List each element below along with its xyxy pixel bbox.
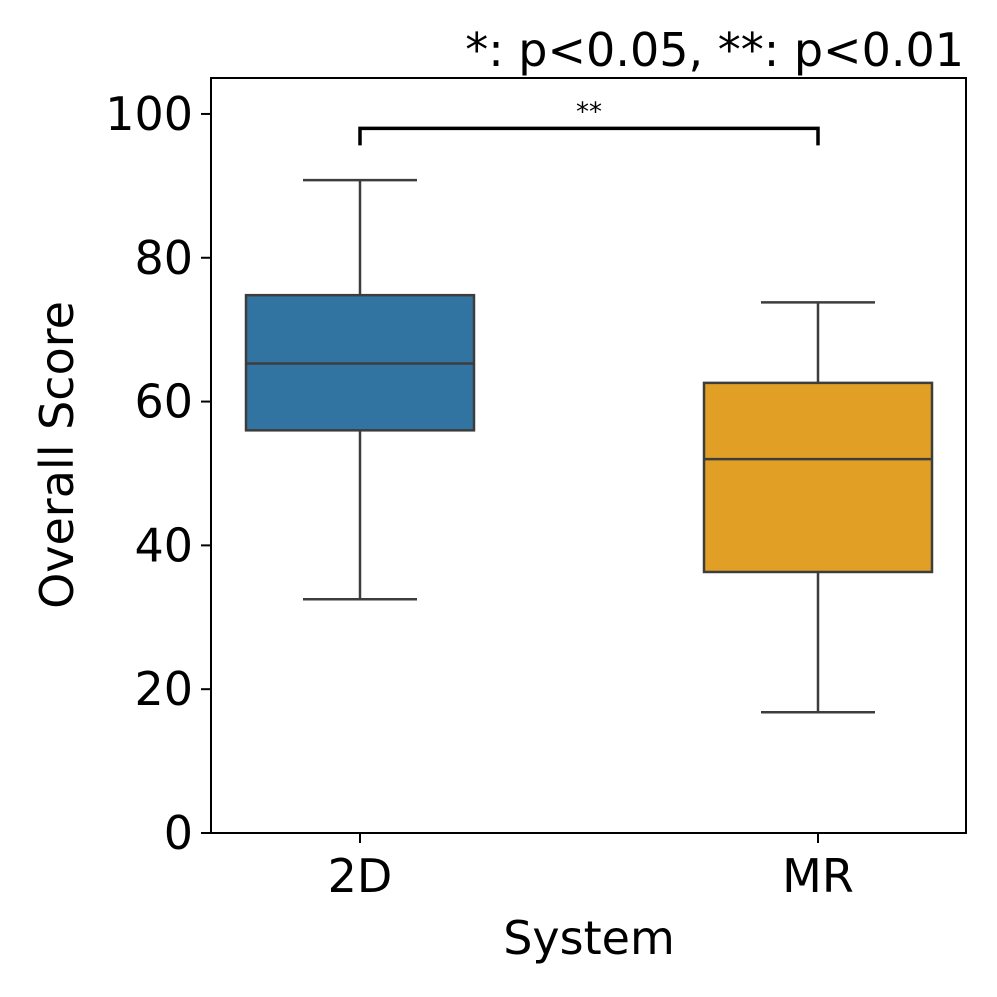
x-tick-label: MR <box>782 849 854 903</box>
y-tick-label: 100 <box>105 87 193 141</box>
y-tick-label: 0 <box>164 806 193 860</box>
significance-legend: *: p<0.05, **: p<0.01 <box>465 23 964 77</box>
axes-frame <box>210 77 967 834</box>
x-axis-label: System <box>503 911 675 965</box>
y-tick-label: 20 <box>134 662 193 716</box>
box-2D <box>244 178 476 601</box>
box-MR <box>702 301 934 714</box>
y-axis-label: Overall Score <box>30 301 84 609</box>
y-tick-label: 80 <box>134 231 193 285</box>
iqr-box <box>702 381 934 574</box>
y-tick-label: 40 <box>134 518 193 572</box>
plot-area: 0 20 40 60 80 100 2D MR ** <box>105 77 967 903</box>
significance-label: ** <box>576 97 602 127</box>
significance-bracket <box>358 126 820 146</box>
x-tick-label: 2D <box>328 849 393 903</box>
y-tick-label: 60 <box>134 375 193 429</box>
